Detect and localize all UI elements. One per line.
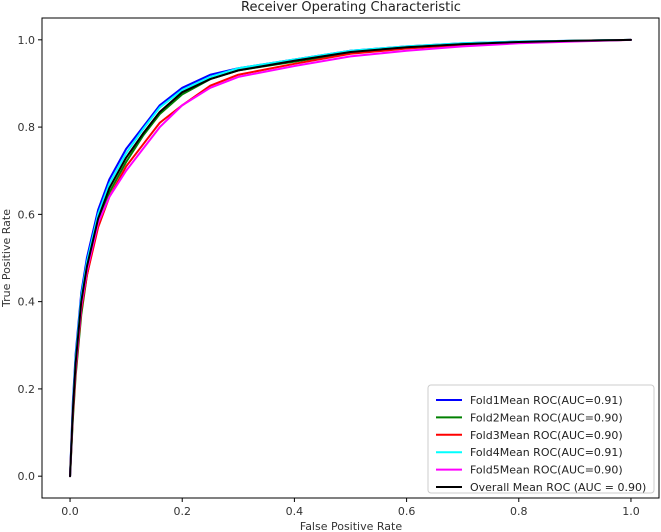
legend-label-6: Overall Mean ROC (AUC = 0.90)	[470, 481, 646, 494]
y-axis-label: True Positive Rate	[0, 209, 13, 308]
y-tick-label: 0.6	[18, 208, 36, 221]
y-axis-ticks: 0.0 0.2 0.4 0.6 0.8 1.0	[18, 34, 42, 483]
x-tick-label: 0.8	[510, 505, 528, 518]
legend-label-3: Fold3Mean ROC(AUC=0.90)	[470, 429, 623, 442]
legend: Fold1Mean ROC(AUC=0.91) Fold2Mean ROC(AUC…	[427, 384, 655, 494]
y-tick-label: 0.8	[18, 121, 36, 134]
x-tick-label: 0.0	[61, 505, 79, 518]
chart-title: Receiver Operating Characteristic	[241, 0, 461, 15]
y-tick-label: 1.0	[18, 34, 36, 47]
x-axis-ticks: 0.0 0.2 0.4 0.6 0.8 1.0	[61, 498, 640, 518]
legend-label-1: Fold1Mean ROC(AUC=0.91)	[470, 394, 623, 407]
series-lines	[69, 38, 632, 478]
x-axis-label: False Positive Rate	[300, 520, 402, 532]
legend-label-4: Fold4Mean ROC(AUC=0.91)	[470, 446, 623, 459]
x-tick-label: 0.6	[398, 505, 416, 518]
x-tick-label: 0.4	[286, 505, 304, 518]
x-tick-label: 0.2	[173, 505, 191, 518]
y-tick-label: 0.0	[18, 470, 36, 483]
y-tick-label: 0.4	[18, 296, 36, 309]
series-line-6	[69, 38, 632, 478]
x-tick-label: 1.0	[622, 505, 640, 518]
legend-box	[427, 384, 655, 494]
legend-label-5: Fold5Mean ROC(AUC=0.90)	[470, 464, 623, 477]
y-tick-label: 0.2	[18, 383, 36, 396]
legend-label-2: Fold2Mean ROC(AUC=0.90)	[470, 411, 623, 424]
